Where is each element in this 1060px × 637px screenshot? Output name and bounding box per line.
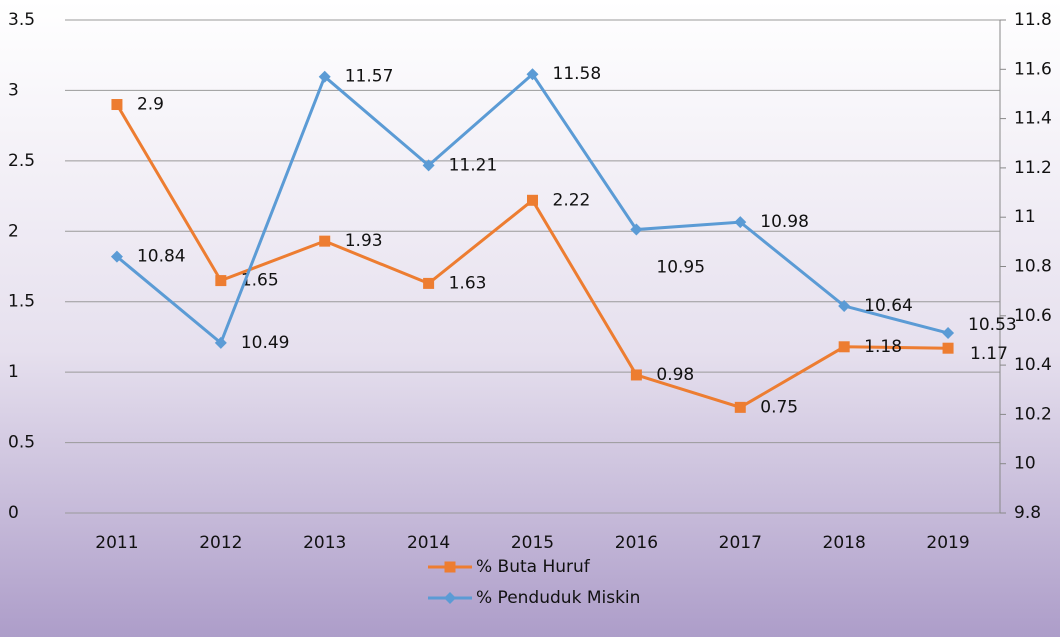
y2-tick-label: 10	[1014, 454, 1036, 474]
marker	[838, 341, 850, 353]
y2-tick-label: 10.4	[1014, 355, 1052, 375]
marker	[630, 223, 643, 236]
marker	[526, 68, 539, 81]
data-label: 10.98	[760, 212, 809, 232]
marker	[630, 369, 642, 381]
x-tick-label: 2019	[926, 533, 969, 553]
data-label: 2.22	[553, 190, 591, 210]
marker	[319, 235, 331, 247]
y-tick-label: 3	[8, 80, 19, 100]
marker	[444, 592, 456, 604]
x-tick-label: 2012	[199, 533, 242, 553]
y2-tick-label: 11.8	[1014, 10, 1052, 30]
marker	[111, 99, 123, 111]
marker	[734, 216, 747, 229]
marker	[444, 561, 456, 573]
marker	[942, 327, 955, 340]
marker	[214, 336, 227, 349]
y-tick-label: 2.5	[8, 151, 35, 171]
y2-tick-label: 9.8	[1014, 503, 1041, 523]
data-label: 10.49	[241, 333, 290, 353]
data-label: 1.93	[345, 231, 383, 251]
data-label: 0.75	[760, 397, 798, 417]
x-tick-label: 2014	[407, 533, 450, 553]
marker	[734, 401, 746, 413]
y2-tick-label: 11.6	[1014, 59, 1052, 79]
x-tick-label: 2013	[303, 533, 346, 553]
y-tick-label: 1	[8, 362, 19, 382]
data-label: 11.21	[449, 155, 498, 175]
marker	[318, 70, 331, 83]
y2-tick-label: 10.6	[1014, 306, 1052, 326]
y2-tick-label: 11	[1014, 207, 1036, 227]
y2-tick-label: 10.2	[1014, 404, 1052, 424]
x-tick-label: 2016	[615, 533, 658, 553]
y-tick-label: 3.5	[8, 10, 35, 30]
marker	[215, 275, 227, 287]
data-label: 10.64	[864, 296, 913, 316]
marker	[838, 299, 851, 312]
data-label: 0.98	[656, 365, 694, 385]
x-tick-label: 2017	[719, 533, 762, 553]
x-tick-label: 2015	[511, 533, 554, 553]
marker	[942, 342, 954, 354]
y2-tick-label: 10.8	[1014, 257, 1052, 277]
data-label: 1.63	[449, 273, 487, 293]
data-label: 11.58	[553, 64, 602, 84]
data-label: 10.84	[137, 247, 186, 267]
marker	[423, 277, 435, 289]
data-label: 1.65	[241, 271, 279, 291]
legend-label: % Buta Huruf	[476, 557, 591, 577]
marker	[527, 194, 538, 206]
data-label: 10.53	[968, 315, 1017, 335]
y-tick-label: 1.5	[8, 292, 35, 312]
data-label: 1.17	[970, 344, 1008, 364]
y-tick-label: 2	[8, 221, 19, 241]
x-tick-label: 2011	[95, 533, 138, 553]
data-label: 2.9	[137, 95, 164, 115]
data-label: 11.57	[345, 67, 394, 87]
data-label: 1.18	[864, 337, 902, 357]
x-tick-label: 2018	[823, 533, 866, 553]
y2-tick-label: 11.2	[1014, 158, 1052, 178]
y-tick-label: 0.5	[8, 433, 35, 453]
y2-tick-label: 11.4	[1014, 109, 1052, 129]
y-tick-label: 0	[8, 503, 19, 523]
marker	[110, 250, 123, 263]
legend-label: % Penduduk Miskin	[476, 588, 640, 608]
marker	[422, 159, 435, 172]
data-label: 10.95	[656, 258, 705, 278]
